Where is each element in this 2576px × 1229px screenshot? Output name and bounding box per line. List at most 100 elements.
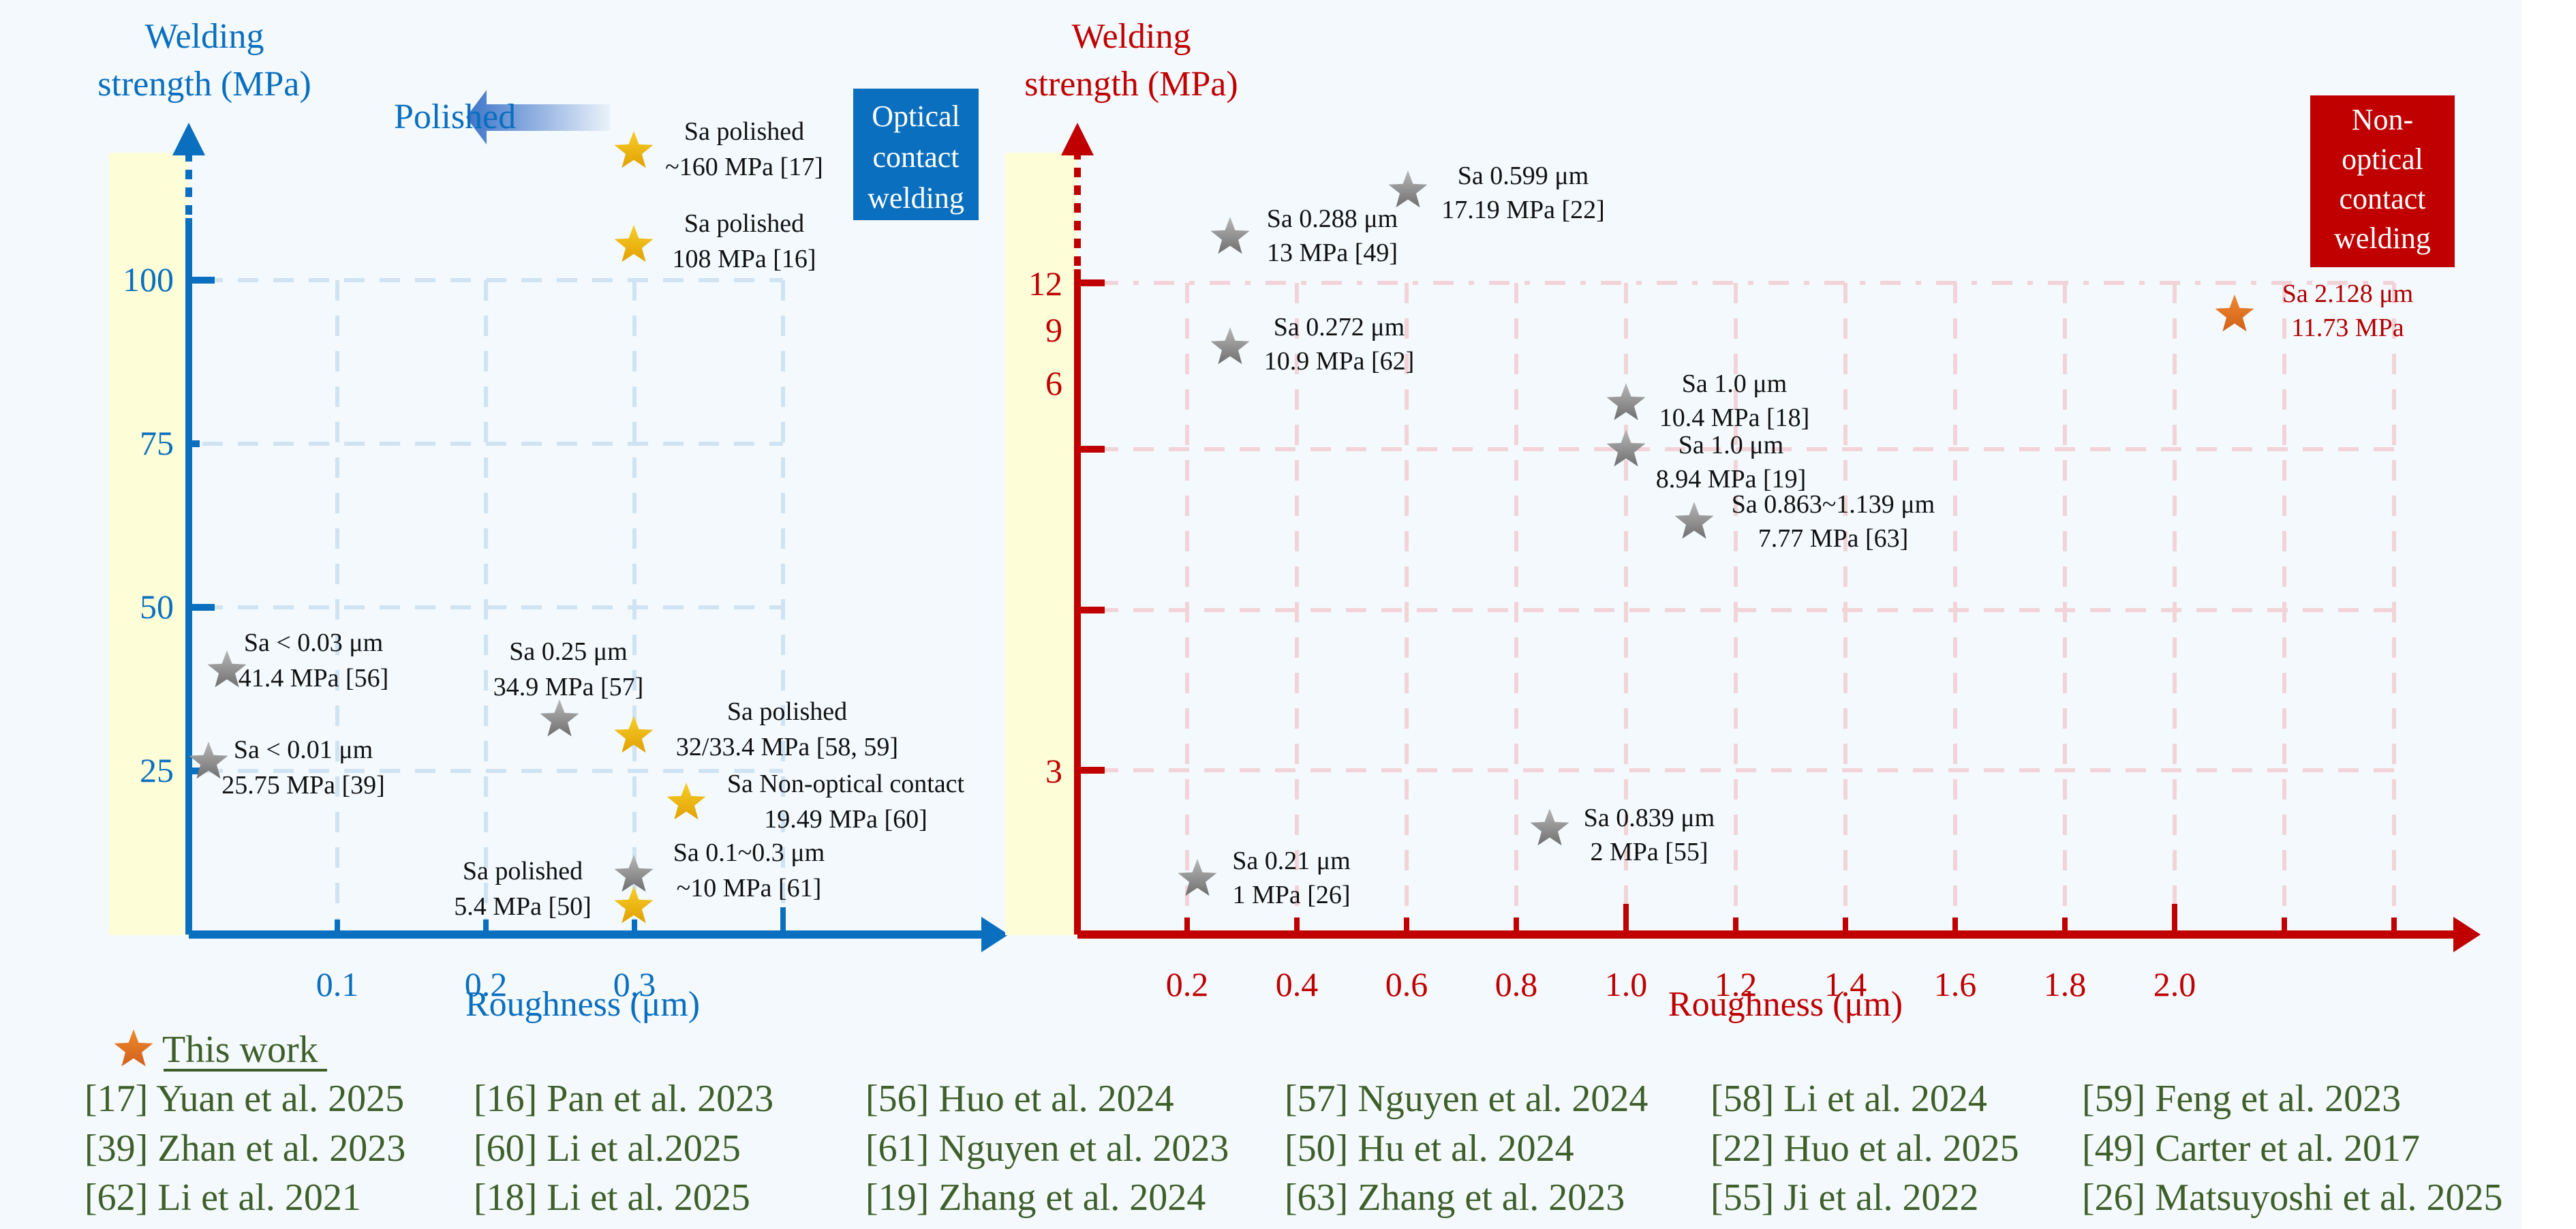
data-point-star-icon — [666, 783, 706, 820]
right-x-tick-label: 0.2 — [1166, 965, 1209, 1003]
data-point-label: 32/33.4 MPa [58, 59] — [676, 733, 898, 761]
data-point-label: 19.49 MPa [60] — [764, 805, 927, 834]
left-x-tick-label: 0.3 — [613, 965, 656, 1003]
data-point-star-icon — [1606, 383, 1646, 421]
data-point-label: Sa 1.0 μm — [1678, 431, 1783, 459]
optical-badge-line1: Optical — [872, 100, 960, 133]
data-point-star-icon — [614, 886, 654, 924]
left-xlabel: Roughness (μm) — [465, 985, 700, 1024]
data-point-star-icon — [614, 225, 654, 262]
right-panel-non-optical: 3 6 9 12 0.2 0.4 0.6 0.8 1.0 1.2 1.4 1.6 1.8 2.0 Weld… — [1005, 17, 2481, 1024]
left-data-points: Sa polished ~160 MPa [17] Sa polished 108 M… — [189, 117, 965, 924]
left-y-tick-label: 50 — [140, 588, 174, 626]
data-point-label: 10.4 MPa [18] — [1659, 404, 1810, 432]
reference-list: [17] Yuan et al. 2025 [16] Pan et al. 202… — [85, 1078, 2502, 1219]
reference-entry: [62] Li et al. 2021 — [85, 1177, 361, 1219]
left-axes: 25 50 75 100 0.1 0.2 0.3 — [123, 123, 1009, 1003]
left-y-tick-label: 25 — [140, 751, 174, 789]
reference-entry: [22] Huo et al. 2025 — [1711, 1127, 2019, 1170]
right-axes: 3 6 9 12 0.2 0.4 0.6 0.8 1.0 1.2 1.4 1.6 1.8 2.0 — [1028, 123, 2481, 1003]
reference-entry: [57] Nguyen et al. 2024 — [1285, 1078, 1648, 1120]
data-point-label: Sa 0.21 μm — [1232, 847, 1350, 875]
right-x-tick-label: 1.6 — [1934, 965, 1977, 1003]
right-x-tick-label: 0.6 — [1385, 965, 1428, 1003]
right-y-tick-label: 3 — [1045, 752, 1062, 790]
left-grid — [202, 278, 785, 921]
data-point-label: Sa 0.1~0.3 μm — [673, 838, 825, 867]
right-x-tick-label: 2.0 — [2153, 965, 2196, 1003]
left-ylabel-line1: Welding — [145, 17, 264, 56]
right-y-tick-label: 12 — [1028, 264, 1062, 303]
right-y-axis-arrowhead — [1061, 123, 1094, 155]
data-point-label: Sa 1.0 μm — [1682, 369, 1787, 398]
left-ylabel-line2: strength (MPa) — [97, 65, 311, 104]
data-point-star-icon — [540, 699, 579, 737]
data-point-label: Sa polished — [684, 209, 804, 238]
non-optical-panel-badge — [2310, 95, 2455, 267]
polished-label: Polished — [394, 97, 516, 136]
reference-entry: [50] Hu et al. 2024 — [1285, 1127, 1574, 1170]
data-point-label: Sa < 0.01 μm — [234, 735, 373, 764]
data-point-label: Sa 0.25 μm — [509, 637, 627, 666]
right-ylabel-line2: strength (MPa) — [1024, 65, 1238, 104]
right-x-tick-label: 1.4 — [1824, 965, 1867, 1003]
non-optical-badge-line4: welding — [2334, 222, 2431, 255]
data-point-star-icon — [614, 855, 654, 892]
reference-entry: [59] Feng et al. 2023 — [2082, 1078, 2401, 1120]
left-x-tick-label: 0.2 — [465, 965, 508, 1003]
data-point-label: 34.9 MPa [57] — [493, 673, 644, 701]
non-optical-badge-line1: Non- — [2352, 103, 2413, 136]
this-work-star-icon — [2215, 294, 2254, 332]
data-point-label: 2 MPa [55] — [1590, 838, 1708, 866]
right-x-tick-label: 1.0 — [1605, 965, 1648, 1003]
data-point-label: 17.19 MPa [22] — [1441, 196, 1605, 224]
reference-entry: [16] Pan et al. 2023 — [474, 1078, 773, 1120]
left-panel-optical: 25 50 75 100 0.1 0.2 0.3 Welding strength (MPa… — [97, 17, 1009, 1024]
data-point-label: 10.9 MPa [62] — [1264, 347, 1415, 376]
data-point-label: Sa polished — [727, 697, 847, 726]
data-point-star-icon — [1530, 808, 1569, 846]
left-y-tick-label: 100 — [123, 260, 174, 299]
right-x-tick-label: 1.8 — [2044, 965, 2087, 1003]
left-x-tick-label: 0.1 — [316, 965, 359, 1003]
reference-entry: [56] Huo et al. 2024 — [865, 1078, 1174, 1120]
data-point-label: Sa 0.863~1.139 μm — [1732, 490, 1935, 519]
right-y-tick-label: 6 — [1045, 364, 1062, 402]
data-point-label: 25.75 MPa [39] — [221, 771, 385, 800]
left-y-tick-label: 75 — [140, 424, 174, 462]
data-point-label: 1 MPa [26] — [1232, 881, 1350, 909]
right-yellow-band — [1005, 153, 1077, 935]
data-point-label: 41.4 MPa [56] — [239, 664, 389, 693]
data-point-star-icon — [1606, 429, 1646, 467]
reference-entry: [63] Zhang et al. 2023 — [1285, 1177, 1625, 1219]
optical-badge-line3: welding — [868, 181, 964, 215]
reference-entry: [39] Zhan et al. 2023 — [85, 1127, 405, 1170]
figure-background — [0, 0, 2521, 1229]
data-point-label: Sa polished — [684, 117, 804, 146]
reference-entry: [18] Li et al. 2025 — [474, 1177, 750, 1219]
data-point-label: 108 MPa [16] — [672, 245, 816, 273]
right-x-tick-label: 1.2 — [1715, 965, 1758, 1003]
data-point-star-icon — [1674, 502, 1714, 539]
left-yellow-band — [109, 153, 188, 935]
data-point-label: Sa < 0.03 μm — [244, 628, 383, 657]
data-point-star-icon — [1388, 170, 1428, 208]
left-y-axis-arrowhead — [172, 123, 205, 155]
polished-arrow-shape — [466, 90, 610, 145]
data-point-label: 8.94 MPa [19] — [1656, 465, 1807, 494]
data-point-star-icon — [614, 716, 654, 753]
data-point-label: 13 MPa [49] — [1267, 239, 1398, 267]
right-x-tick-label: 0.4 — [1276, 965, 1319, 1003]
reference-entry: [17] Yuan et al. 2025 — [85, 1078, 404, 1120]
right-y-tick-label: 9 — [1045, 311, 1062, 349]
data-point-star-icon — [189, 742, 228, 779]
non-optical-badge-line2: optical — [2342, 142, 2423, 176]
this-work-star-icon — [114, 1029, 153, 1067]
optical-badge-line2: contact — [872, 140, 959, 174]
reference-entry: [61] Nguyen et al. 2023 — [865, 1127, 1229, 1170]
non-optical-badge-line3: contact — [2339, 182, 2425, 215]
right-x-tick-label: 0.8 — [1495, 965, 1538, 1003]
data-point-label: Sa polished — [463, 857, 583, 885]
data-point-label: 11.73 MPa — [2291, 314, 2404, 342]
